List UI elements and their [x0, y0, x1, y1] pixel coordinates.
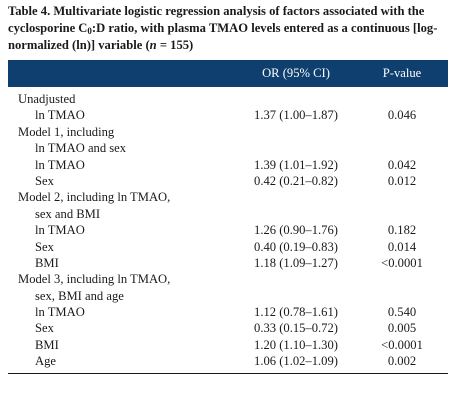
table-row: ln TMAO and sex: [8, 140, 448, 156]
caption-subscript: 0: [87, 26, 92, 36]
caption-text-a: Table 4. Multivariate logistic regressio…: [8, 4, 425, 35]
table-row: Model 1, including: [8, 124, 448, 140]
cell-p-value: 0.540: [387, 305, 417, 320]
table-caption: Table 4. Multivariate logistic regressio…: [8, 3, 448, 54]
cell-p-value: [356, 189, 448, 205]
cell-or-ci: 1.06 (1.02–1.09): [254, 354, 338, 369]
table-row: Unadjusted: [8, 91, 448, 107]
table-row: ln TMAO 1.37 (1.00–1.87) 0.046: [8, 107, 448, 123]
table-bottom-rule: [8, 372, 448, 374]
caption-lead: Table 4. Multivariate logistic regressio…: [8, 4, 437, 52]
cell-factor: sex, BMI and age: [35, 288, 124, 303]
cell-or-ci: 0.40 (0.19–0.83): [254, 239, 338, 254]
cell-p-value: 0.005: [387, 321, 417, 336]
regression-table: OR (95% CI) P-value Unadjusted ln TMAO 1.3…: [8, 60, 448, 374]
cell-factor: Unadjusted: [18, 92, 76, 106]
cell-factor: Sex: [35, 321, 54, 336]
caption-text-b: :D ratio, with plasma TMAO levels entere…: [8, 21, 438, 52]
cell-p-value: [356, 140, 448, 156]
cell-p-value: [356, 206, 448, 222]
table-row: Model 2, including ln TMAO,: [8, 189, 448, 205]
cell-or-ci: 1.20 (1.10–1.30): [254, 337, 338, 352]
cell-or-ci: 0.33 (0.15–0.72): [254, 321, 338, 336]
cell-p-value: 0.012: [387, 173, 417, 188]
cell-factor: ln TMAO and sex: [35, 141, 127, 156]
cell-factor: ln TMAO: [35, 305, 85, 320]
cell-factor: ln TMAO: [35, 223, 85, 238]
table-body: Unadjusted ln TMAO 1.37 (1.00–1.87) 0.046 Mo…: [8, 87, 448, 370]
cell-factor: Sex: [35, 173, 54, 188]
cell-p-value: [356, 91, 448, 107]
cell-p-value: 0.046: [387, 108, 417, 123]
cell-or-ci: [236, 124, 356, 140]
table-row: ln TMAO 1.12 (0.78–1.61) 0.540: [8, 304, 448, 320]
cell-p-value: 0.014: [387, 239, 417, 254]
cell-factor: Age: [35, 354, 56, 369]
header-p-value: P-value: [382, 66, 422, 80]
cell-or-ci: 1.37 (1.00–1.87): [254, 108, 338, 123]
cell-or-ci: 1.26 (0.90–1.76): [254, 223, 338, 238]
caption-n-variable: n: [149, 38, 157, 52]
cell-or-ci: [236, 288, 356, 304]
cell-or-ci: [236, 140, 356, 156]
cell-or-ci: [236, 189, 356, 205]
cell-p-value: <0.0001: [381, 337, 423, 352]
header-or-ci: OR (95% CI): [262, 66, 330, 80]
cell-factor: BMI: [35, 255, 59, 270]
cell-factor: Model 3, including ln TMAO,: [18, 272, 171, 287]
caption-text-c: = 155): [156, 38, 194, 52]
cell-or-ci: [236, 91, 356, 107]
cell-or-ci: 1.18 (1.09–1.27): [254, 255, 338, 270]
table-row: ln TMAO 1.26 (0.90–1.76) 0.182: [8, 222, 448, 238]
cell-p-value: <0.0001: [381, 255, 423, 270]
cell-or-ci: [236, 271, 356, 287]
cell-factor: Model 1, including: [18, 124, 115, 139]
cell-or-ci: 1.12 (0.78–1.61): [254, 305, 338, 320]
cell-p-value: 0.182: [387, 223, 417, 238]
cell-factor: BMI: [35, 337, 59, 352]
cell-p-value: [356, 124, 448, 140]
table-header-row: OR (95% CI) P-value: [8, 60, 448, 87]
cell-or-ci: 0.42 (0.21–0.82): [254, 173, 338, 188]
table-row: Sex 0.40 (0.19–0.83) 0.014: [8, 239, 448, 255]
cell-factor: ln TMAO: [35, 108, 85, 123]
table-row: sex and BMI: [8, 206, 448, 222]
table-row: Age 1.06 (1.02–1.09) 0.002: [8, 353, 448, 369]
cell-or-ci: 1.39 (1.01–1.92): [254, 157, 338, 172]
table-row: Sex 0.42 (0.21–0.82) 0.012: [8, 173, 448, 189]
cell-factor: Sex: [35, 239, 54, 254]
cell-factor: ln TMAO: [35, 157, 85, 172]
cell-p-value: 0.002: [387, 354, 417, 369]
table-row: BMI 1.20 (1.10–1.30) <0.0001: [8, 337, 448, 353]
cell-p-value: [356, 288, 448, 304]
cell-factor: sex and BMI: [35, 206, 101, 221]
cell-or-ci: [236, 206, 356, 222]
table-row: Sex 0.33 (0.15–0.72) 0.005: [8, 320, 448, 336]
table-row: ln TMAO 1.39 (1.01–1.92) 0.042: [8, 157, 448, 173]
cell-p-value: 0.042: [387, 157, 417, 172]
cell-factor: Model 2, including ln TMAO,: [18, 190, 171, 205]
cell-p-value: [356, 271, 448, 287]
table-row: BMI 1.18 (1.09–1.27) <0.0001: [8, 255, 448, 271]
table-row: sex, BMI and age: [8, 288, 448, 304]
table-row: Model 3, including ln TMAO,: [8, 271, 448, 287]
